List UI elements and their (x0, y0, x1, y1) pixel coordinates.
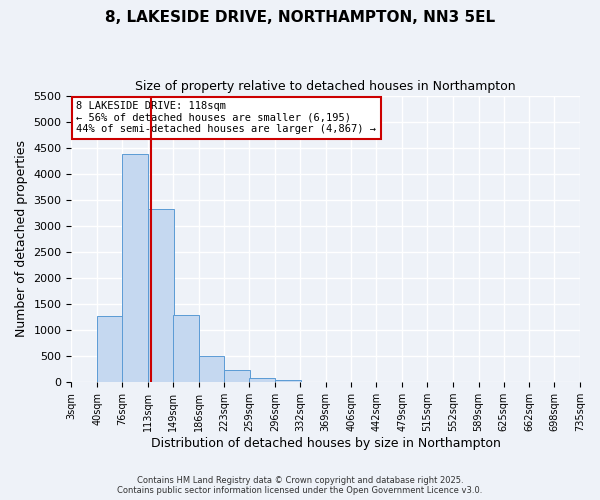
Bar (249, 378, 275, 382)
Bar (97, 316, 123, 382)
Y-axis label: Number of detached properties: Number of detached properties (15, 140, 28, 338)
Text: 8 LAKESIDE DRIVE: 118sqm
← 56% of detached houses are smaller (6,195)
44% of sem: 8 LAKESIDE DRIVE: 118sqm ← 56% of detach… (76, 102, 376, 134)
Bar (275, 380, 301, 382)
Bar (148, 209, 173, 382)
X-axis label: Distribution of detached houses by size in Northampton: Distribution of detached houses by size … (151, 437, 500, 450)
Bar (224, 370, 250, 382)
Text: Contains HM Land Registry data © Crown copyright and database right 2025.
Contai: Contains HM Land Registry data © Crown c… (118, 476, 482, 495)
Text: 8, LAKESIDE DRIVE, NORTHAMPTON, NN3 5EL: 8, LAKESIDE DRIVE, NORTHAMPTON, NN3 5EL (105, 10, 495, 25)
Bar (122, 154, 148, 382)
Bar (199, 356, 224, 382)
Title: Size of property relative to detached houses in Northampton: Size of property relative to detached ho… (136, 80, 516, 93)
Bar (173, 315, 199, 382)
